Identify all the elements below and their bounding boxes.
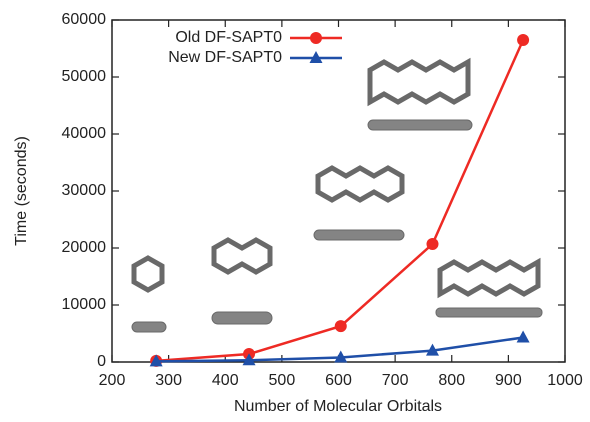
x-tick-label: 200 <box>99 372 126 389</box>
benzene <box>131 255 165 293</box>
legend-label: New DF-SAPT0 <box>168 49 282 66</box>
marker <box>425 343 439 356</box>
y-tick-label: 40000 <box>62 125 107 142</box>
y-tick-label: 20000 <box>62 239 107 256</box>
tetracene-side <box>367 119 473 131</box>
legend-marker <box>309 51 323 63</box>
x-tick-label: 600 <box>325 372 352 389</box>
legend-marker <box>310 32 322 44</box>
y-tick-label: 60000 <box>62 11 107 28</box>
naphthalene-side <box>211 311 273 325</box>
x-tick-label: 900 <box>495 372 522 389</box>
legend-label: Old DF-SAPT0 <box>175 29 282 46</box>
x-tick-label: 1000 <box>547 372 583 389</box>
naphthalene <box>211 237 273 275</box>
x-tick-label: 300 <box>155 372 182 389</box>
x-tick-label: 400 <box>212 372 239 389</box>
marker <box>517 33 530 46</box>
y-tick-label: 50000 <box>62 68 107 85</box>
tetracene <box>367 57 471 107</box>
y-tick-label: 0 <box>97 353 106 370</box>
marker <box>516 330 530 343</box>
y-tick-label: 10000 <box>62 296 107 313</box>
x-tick-label: 700 <box>382 372 409 389</box>
pentacene <box>437 257 541 299</box>
marker <box>334 320 347 333</box>
y-tick-label: 30000 <box>62 182 107 199</box>
pentacene-side <box>435 307 543 318</box>
x-tick-label: 800 <box>438 372 465 389</box>
anthracene-side <box>313 229 405 241</box>
y-axis-label: Time (seconds) <box>13 136 30 246</box>
marker <box>334 350 348 363</box>
anthracene <box>315 165 405 203</box>
benzene-side <box>131 321 167 333</box>
marker <box>149 354 163 367</box>
marker <box>242 353 256 366</box>
x-tick-label: 500 <box>269 372 296 389</box>
x-axis-label: Number of Molecular Orbitals <box>234 398 442 415</box>
molecule-illustrations <box>131 57 543 333</box>
marker <box>426 238 439 251</box>
